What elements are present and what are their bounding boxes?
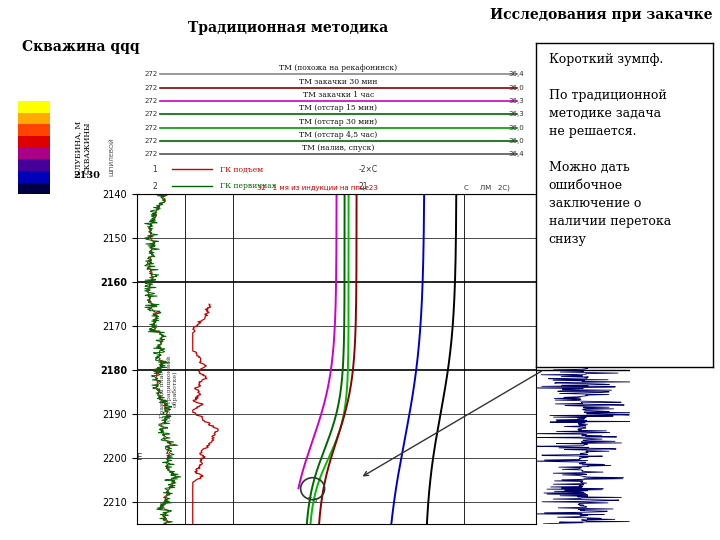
Text: ГК первичная: ГК первичная xyxy=(220,182,276,190)
Text: С     ЛМ   2С): С ЛМ 2С) xyxy=(464,184,510,191)
Text: 36,0: 36,0 xyxy=(509,138,525,144)
Text: Границы пластов
(при традиционной
обработке): Границы пластов (при традиционной обрабо… xyxy=(161,356,178,421)
Bar xyxy=(18,147,50,159)
Bar xyxy=(18,171,50,183)
Bar xyxy=(18,124,50,136)
Text: ГЛУБИНА, М
СКВАЖИНЫ: ГЛУБИНА, М СКВАЖИНЫ xyxy=(74,120,91,175)
Text: Скважина qqq: Скважина qqq xyxy=(22,40,139,55)
Text: ТМ закачки 1 час: ТМ закачки 1 час xyxy=(303,91,374,99)
Text: 272: 272 xyxy=(145,98,158,104)
Text: Короткий зумпф.

По традиционной
методике задача
не решается.

Можно дать
ошибоч: Короткий зумпф. По традиционной методике… xyxy=(549,53,671,246)
Text: 36,4: 36,4 xyxy=(509,71,525,77)
Text: Традиционная методика: Традиционная методика xyxy=(188,21,388,35)
Text: 1: 1 xyxy=(153,165,157,174)
Text: ТМ (налив, спуск): ТМ (налив, спуск) xyxy=(302,144,374,152)
Text: 36,3: 36,3 xyxy=(509,111,525,117)
Text: 2130: 2130 xyxy=(74,171,101,179)
Text: ТМ закачки 30 мин: ТМ закачки 30 мин xyxy=(300,78,377,85)
Text: Е: Е xyxy=(136,454,141,462)
Text: 36,0: 36,0 xyxy=(509,125,525,131)
Text: ТМ (отстар 30 мин): ТМ (отстар 30 мин) xyxy=(300,118,377,126)
Text: 272: 272 xyxy=(145,125,158,131)
Bar xyxy=(18,101,50,112)
Text: 21: 21 xyxy=(359,181,368,191)
Text: 32   1 мя из индукции на ппце23: 32 1 мя из индукции на ппце23 xyxy=(256,185,377,191)
Bar xyxy=(18,136,50,147)
Text: Исследования при закачке: Исследования при закачке xyxy=(490,8,713,22)
Text: Т з: Т з xyxy=(307,497,318,503)
Text: ШПИЛЕВОЙ: ШПИЛЕВОЙ xyxy=(109,138,114,177)
Text: 2: 2 xyxy=(153,181,157,191)
Text: -2×С: -2×С xyxy=(359,165,377,174)
Text: 272: 272 xyxy=(145,138,158,144)
Text: 272: 272 xyxy=(145,85,158,91)
Text: 36,0: 36,0 xyxy=(509,85,525,91)
Bar xyxy=(18,183,50,194)
Text: 36,3: 36,3 xyxy=(509,98,525,104)
Bar xyxy=(18,112,50,124)
Text: ТМ (похожа на рекафонинск): ТМ (похожа на рекафонинск) xyxy=(279,64,397,72)
Bar xyxy=(18,159,50,171)
Text: ТМ (отстар 4,5 час): ТМ (отстар 4,5 час) xyxy=(300,131,377,139)
Text: 272: 272 xyxy=(145,71,158,77)
Text: 36,4: 36,4 xyxy=(509,151,525,157)
Text: 272: 272 xyxy=(145,151,158,157)
Text: ТМ (отстар 15 мин): ТМ (отстар 15 мин) xyxy=(300,104,377,112)
Text: 272: 272 xyxy=(145,111,158,117)
Text: ГК подъем: ГК подъем xyxy=(220,165,263,173)
